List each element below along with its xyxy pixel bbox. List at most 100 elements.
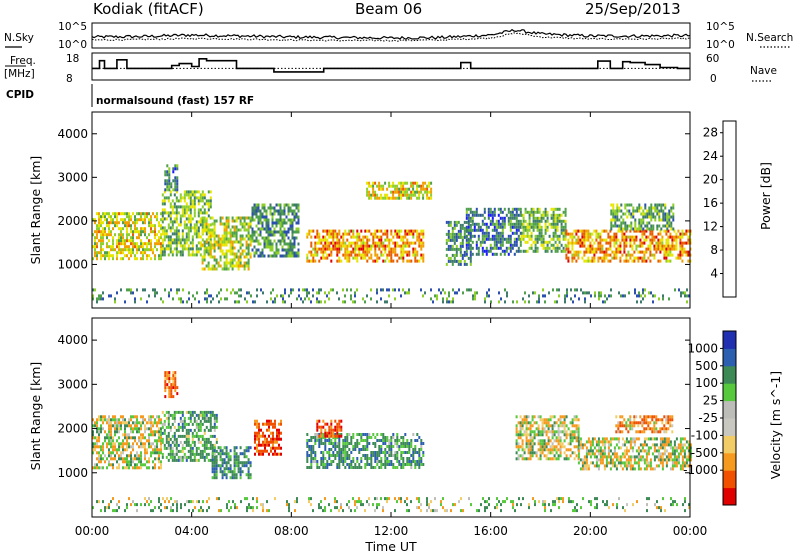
velocity-cell [221,473,224,477]
velocity-cell [130,427,132,431]
power-cell [215,267,218,271]
power-cell [635,229,638,233]
power-cell [400,181,403,185]
power-cell [275,245,278,249]
power-cell [581,244,584,248]
power-cell [126,239,128,243]
power-cell [457,262,460,266]
power-colorbar-tick-label: 28 [703,126,718,140]
power-cell [263,236,266,240]
velocity-cell [183,446,186,450]
power-cell [318,241,321,245]
power-cell [150,239,152,243]
power-cell [471,216,474,220]
velocity-cell [126,445,128,449]
velocity-region [161,410,218,462]
velocity-cell [92,430,94,434]
velocity-cell [167,452,170,456]
power-cell [275,254,278,258]
velocity-cell [167,410,170,414]
power-cell [599,241,602,245]
velocity-cell [225,476,228,480]
power-cell [505,249,508,253]
power-cell [161,202,164,206]
power-cell [336,250,339,254]
velocity-cell [356,466,359,469]
power-cell [181,211,184,215]
velocity-cell [348,433,351,436]
velocity-cell [340,451,343,454]
velocity-cell [136,430,138,434]
velocity-cell [320,460,323,463]
power-cell [358,244,361,248]
power-cell [267,233,270,237]
velocity-cell [183,452,186,456]
velocity-cell [529,433,532,437]
power-cell [472,297,474,301]
power-cell [203,208,206,212]
power-cell [634,218,637,222]
power-cell [216,294,218,298]
velocity-cell [521,454,524,458]
power-cell [562,210,565,214]
power-cell [630,203,633,207]
power-cell [380,184,383,188]
velocity-cell [364,445,367,448]
power-cell [416,184,419,188]
velocity-cell [420,448,423,451]
power-cell [657,247,660,251]
velocity-cell [310,451,313,454]
power-cell [161,211,164,215]
velocity-cell [280,446,282,450]
power-cell [408,193,411,197]
power-cell [386,187,389,191]
power-cell [410,196,413,200]
power-cell [475,207,478,211]
power-cell [110,294,112,298]
power-cell [481,252,484,256]
power-cell [683,247,686,251]
power-cell [617,250,620,254]
velocity-cell [420,439,423,442]
velocity-cell [262,443,264,447]
velocity-cell [126,457,128,461]
velocity-cell [168,377,171,381]
power-cell [481,249,484,253]
velocity-cell [525,442,528,446]
velocity-cell [100,418,102,422]
power-cell [275,218,278,222]
power-cell [94,230,96,234]
velocity-cell [258,422,260,426]
power-cell [420,232,423,236]
velocity-cell [338,463,341,466]
velocity-cell [100,466,102,470]
power-cell [183,220,186,224]
velocity-cell [199,449,202,453]
power-cell [489,237,492,241]
velocity-cell [374,454,377,457]
power-cell [366,187,369,191]
velocity-cell [225,464,228,468]
power-cell [374,196,377,200]
power-cell [517,213,520,217]
power-cell [356,247,359,251]
power-cell [688,294,690,298]
power-cell [622,227,625,231]
power-cell [167,238,170,242]
power-cell [174,179,177,183]
power-cell [370,253,373,257]
power-cell [173,229,176,233]
velocity-cell [168,374,171,378]
power-cell [207,249,210,253]
velocity-cell [185,434,188,438]
velocity-cell [114,421,116,425]
power-cell [181,244,184,248]
power-cell [211,216,214,220]
power-cell [316,247,319,251]
power-cell [342,300,344,304]
power-cell [265,227,268,231]
power-cell [617,247,620,251]
power-cell [239,222,242,226]
power-cell [209,252,212,256]
velocity-cell [98,454,100,458]
